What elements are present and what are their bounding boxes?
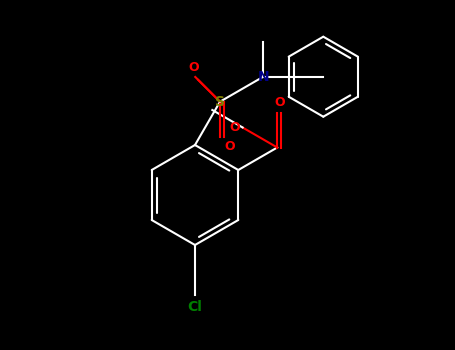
Text: Cl: Cl: [187, 300, 202, 314]
Text: O: O: [274, 97, 284, 110]
Text: O: O: [229, 121, 240, 134]
Text: N: N: [258, 70, 269, 84]
Text: O: O: [224, 140, 235, 153]
Text: O: O: [188, 61, 198, 74]
Text: S: S: [215, 95, 225, 109]
